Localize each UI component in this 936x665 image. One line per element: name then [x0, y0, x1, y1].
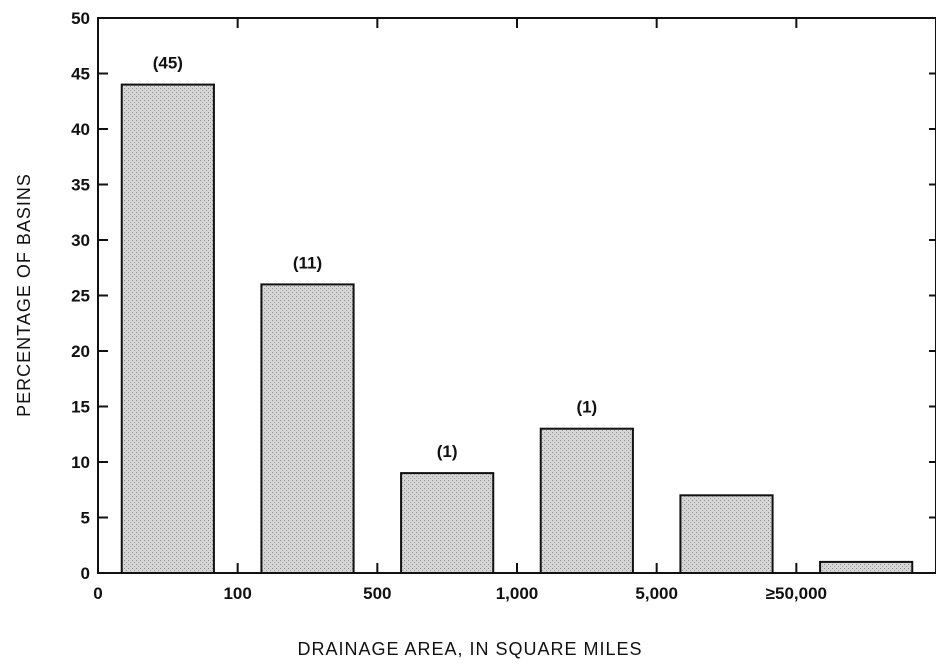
bar-labels: (45) (11) (1) (1): [153, 54, 598, 462]
x-tick-label: ≥50,000: [766, 584, 827, 603]
y-tick-label: 25: [71, 287, 90, 306]
bar: [819, 560, 914, 575]
y-tick-label: 50: [71, 9, 90, 28]
bar-count-label: (11): [293, 253, 322, 272]
bar: [120, 83, 215, 574]
y-tick-label: 35: [71, 176, 90, 195]
bar: [260, 283, 355, 574]
x-tick-label: 1,000: [496, 584, 539, 603]
plot-frame: [97, 17, 936, 574]
x-tick-label: 100: [223, 584, 251, 603]
bar-count-label: (1): [576, 398, 597, 417]
x-axis-ticks: 0 100 500 1,000 5,000 ≥50,000: [93, 18, 936, 603]
y-tick-label: 5: [81, 509, 90, 528]
y-tick-label: 45: [71, 65, 90, 84]
y-tick-label: 0: [81, 564, 90, 583]
y-tick-label: 20: [71, 342, 90, 361]
bar: [539, 427, 634, 575]
bar: [400, 472, 495, 575]
y-axis-ticks: 0 5 10 15 20 25 30 35 40 45 50: [71, 9, 936, 583]
bar-count-label: (1): [437, 442, 458, 461]
bar: [679, 494, 774, 574]
x-tick-label: 0: [93, 584, 102, 603]
bar-count-label: (45): [153, 54, 183, 73]
y-tick-label: 30: [71, 231, 90, 250]
x-tick-label: 500: [363, 584, 391, 603]
x-tick-label: 5,000: [635, 584, 678, 603]
y-tick-label: 15: [71, 398, 90, 417]
y-tick-label: 40: [71, 120, 90, 139]
y-tick-label: 10: [71, 453, 90, 472]
x-axis-title: DRAINAGE AREA, IN SQUARE MILES: [297, 639, 642, 659]
bars: [120, 83, 914, 575]
y-axis-title: PERCENTAGE OF BASINS: [14, 173, 34, 417]
